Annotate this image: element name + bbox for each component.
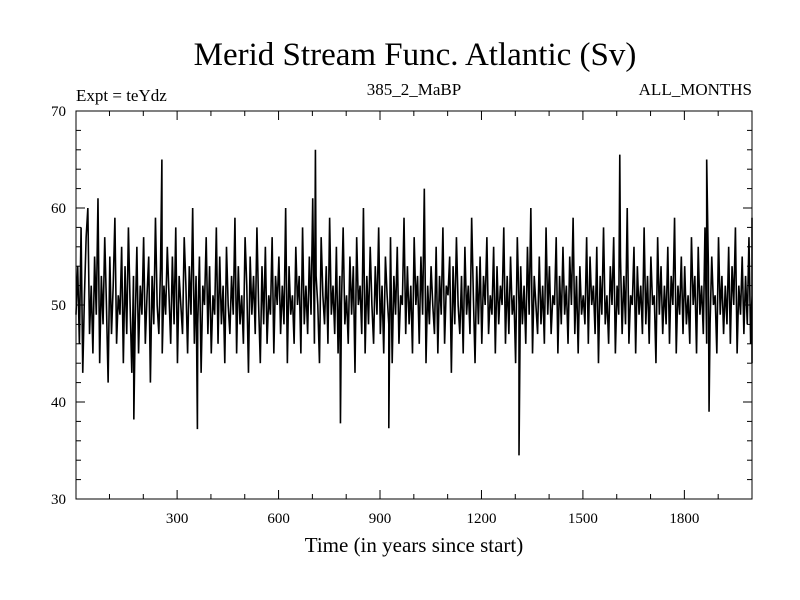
chart-title: Merid Stream Func. Atlantic (Sv) [194,37,637,73]
x-tick-label: 600 [267,511,290,527]
chart-subtitle-left: Expt = teYdz [76,86,167,105]
chart-subtitle-right: ALL_MONTHS [639,80,752,99]
chart-subtitle-center: 385_2_MaBP [367,80,461,99]
y-tick-label: 50 [51,298,66,314]
series-line [75,149,753,456]
x-axis-label: Time (in years since start) [305,533,524,557]
series-layer [75,149,753,456]
x-tick-label: 1800 [669,511,699,527]
axis-layer: 300 600 900 1200 1500 1800 30 40 50 60 70 [51,104,752,527]
y-tick-label: 70 [51,104,66,120]
x-tick-label: 300 [166,511,189,527]
x-tick-label: 900 [369,511,392,527]
y-tick-label: 40 [51,395,66,411]
y-tick-label: 60 [51,201,66,217]
x-tick-label: 1200 [466,511,496,527]
y-tick-label: 30 [51,492,66,508]
x-tick-label: 1500 [568,511,598,527]
